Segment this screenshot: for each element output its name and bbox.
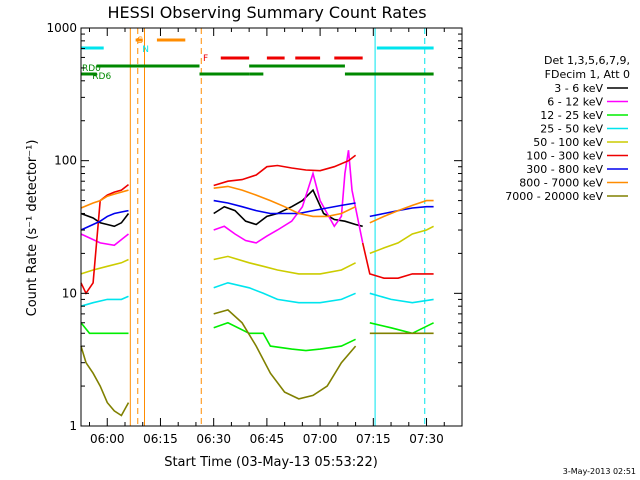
flag-label-s: S: [137, 36, 143, 46]
legend-header: FDecim 1, Att 0: [545, 68, 630, 81]
legend-label: 800 - 7000 keV: [519, 177, 603, 190]
legend: Det 1,3,5,6,7,9,FDecim 1, Att 03 - 6 keV…: [505, 54, 630, 203]
y-axis-label: Count Rate (s⁻¹ detector⁻¹): [25, 140, 40, 317]
flag-label-n: N: [142, 45, 149, 55]
series-line-6-2: [369, 205, 434, 218]
x-tick-label: 07:00: [303, 432, 338, 446]
series-line-3-1: [213, 281, 356, 304]
series-line-5-1: [213, 154, 357, 187]
series-line-1-0: [80, 233, 129, 247]
legend-header: Det 1,3,5,6,7,9,: [544, 54, 630, 67]
series-line-6-1: [213, 199, 356, 215]
legend-label: 100 - 300 keV: [526, 150, 603, 163]
chart-title: HESSI Observing Summary Count Rates: [107, 3, 426, 22]
y-tick-label: 100: [54, 154, 77, 168]
x-tick-label: 06:45: [250, 432, 285, 446]
y-tick-label: 10: [62, 286, 77, 300]
legend-label: 7000 - 20000 keV: [505, 190, 603, 203]
series-line-4-1: [213, 255, 356, 275]
series-line-6-0: [80, 209, 129, 231]
legend-label: 50 - 100 keV: [533, 136, 603, 149]
legend-label: 25 - 50 keV: [540, 123, 603, 136]
series-line-2-1: [213, 321, 356, 352]
axes: 06:00 06:15 06:30 06:45 07:00 07:15 07:30 1 10 10…: [46, 21, 463, 446]
x-tick-label: 07:15: [356, 432, 391, 446]
series-line-1-1: [213, 150, 364, 244]
flag-label-rd6: RD6: [92, 72, 111, 82]
series-line-8-0: [80, 345, 130, 417]
series-line-2-2: [369, 322, 434, 335]
series-line-3-0: [80, 295, 129, 307]
y-tick-label: 1: [69, 419, 77, 433]
x-tick-label: 06:00: [90, 432, 125, 446]
series-line-7-2: [369, 199, 434, 224]
series-line-3-2: [369, 292, 434, 304]
legend-label: 300 - 800 keV: [526, 163, 603, 176]
series-line-7-1: [213, 185, 356, 218]
series-line-4-0: [80, 258, 129, 275]
plot-frame: [80, 27, 463, 427]
legend-label: 6 - 12 keV: [547, 96, 603, 109]
series-line-7-0: [80, 189, 129, 209]
x-tick-label: 06:15: [143, 432, 178, 446]
x-tick-label: 06:30: [196, 432, 231, 446]
x-axis-label: Start Time (03-May-13 05:53:22): [164, 455, 378, 470]
series-line-2-0: [80, 322, 129, 335]
x-tick-label: 07:30: [409, 432, 444, 446]
series-line-0-0: [80, 212, 130, 228]
series-line-5-2: [361, 242, 434, 280]
legend-label: 12 - 25 keV: [540, 109, 603, 122]
series-line-8-1: [213, 309, 357, 400]
datestamp: 3-May-2013 02:51: [563, 467, 636, 476]
flag-label-f: F: [203, 54, 208, 64]
legend-label: 3 - 6 keV: [554, 82, 603, 95]
flag-label-rd0: RD0: [82, 64, 101, 74]
y-tick-label: 1000: [46, 21, 77, 35]
series-line-0-1: [213, 188, 363, 228]
series-line-4-2: [369, 225, 434, 255]
